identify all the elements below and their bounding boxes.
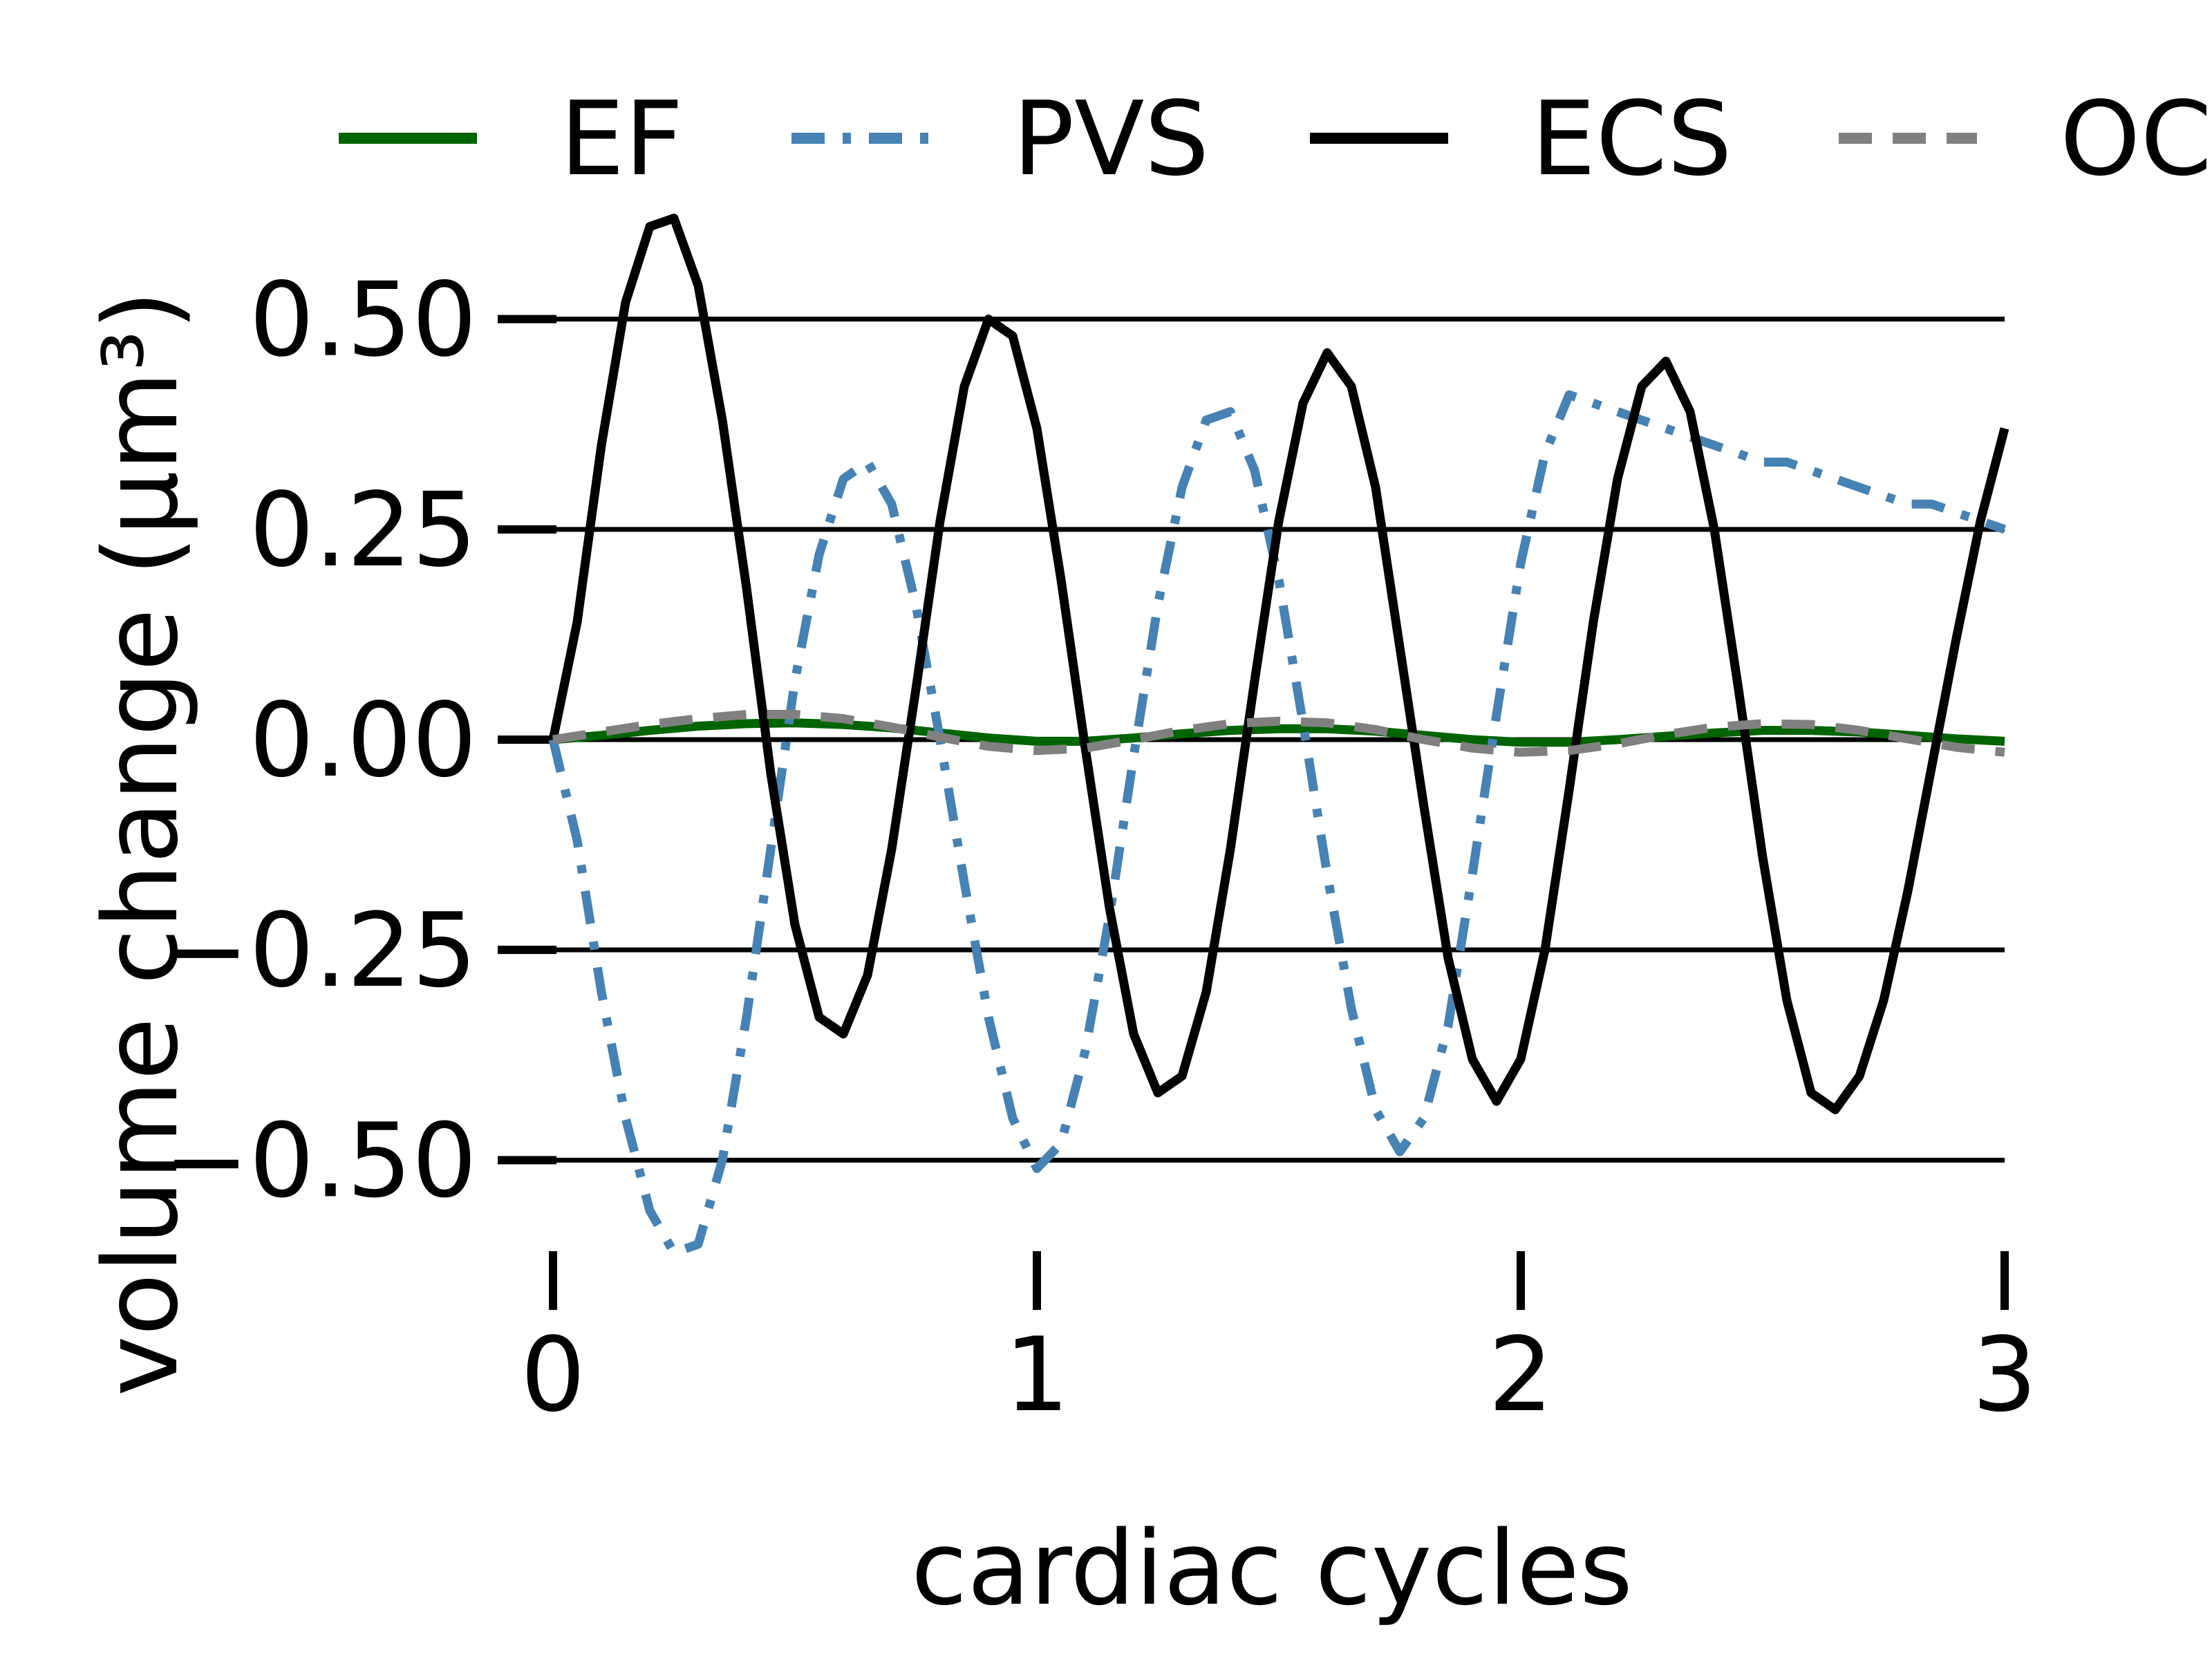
y-axis-label: volume change (µm³) — [82, 290, 200, 1396]
series-line-ecs — [548, 214, 2009, 1114]
y-axis-ticks: 0.50 0.25 0.00 −0.25 −0.50 — [163, 261, 556, 1220]
legend-label-pvs: PVS — [1013, 79, 1209, 198]
series-line-pvs — [548, 390, 2007, 1257]
legend: EF PVS ECS OC — [339, 79, 2212, 198]
y-tick-label: −0.50 — [163, 1101, 477, 1220]
series-line-oc — [552, 710, 2005, 757]
series-lines — [548, 214, 2009, 1257]
legend-label-ef: EF — [560, 79, 684, 198]
legend-label-oc: OC — [2060, 79, 2212, 198]
x-tick-label: 0 — [521, 1315, 585, 1434]
series-line-ef — [552, 718, 2005, 747]
y-tick-label: 0.50 — [249, 261, 477, 379]
y-tick-label: −0.25 — [163, 891, 477, 1010]
y-tick-label: 0.00 — [249, 681, 477, 800]
x-tick-label: 2 — [1488, 1315, 1553, 1434]
legend-label-ecs: ECS — [1531, 79, 1732, 198]
x-tick-label: 3 — [1972, 1315, 2037, 1434]
x-axis-label: cardiac cycles — [911, 1509, 1633, 1628]
x-axis-ticks: 0 1 2 3 — [521, 1251, 2037, 1434]
x-tick-label: 1 — [1004, 1315, 1069, 1434]
y-tick-label: 0.25 — [249, 471, 477, 590]
y-gridlines — [553, 317, 2005, 1163]
